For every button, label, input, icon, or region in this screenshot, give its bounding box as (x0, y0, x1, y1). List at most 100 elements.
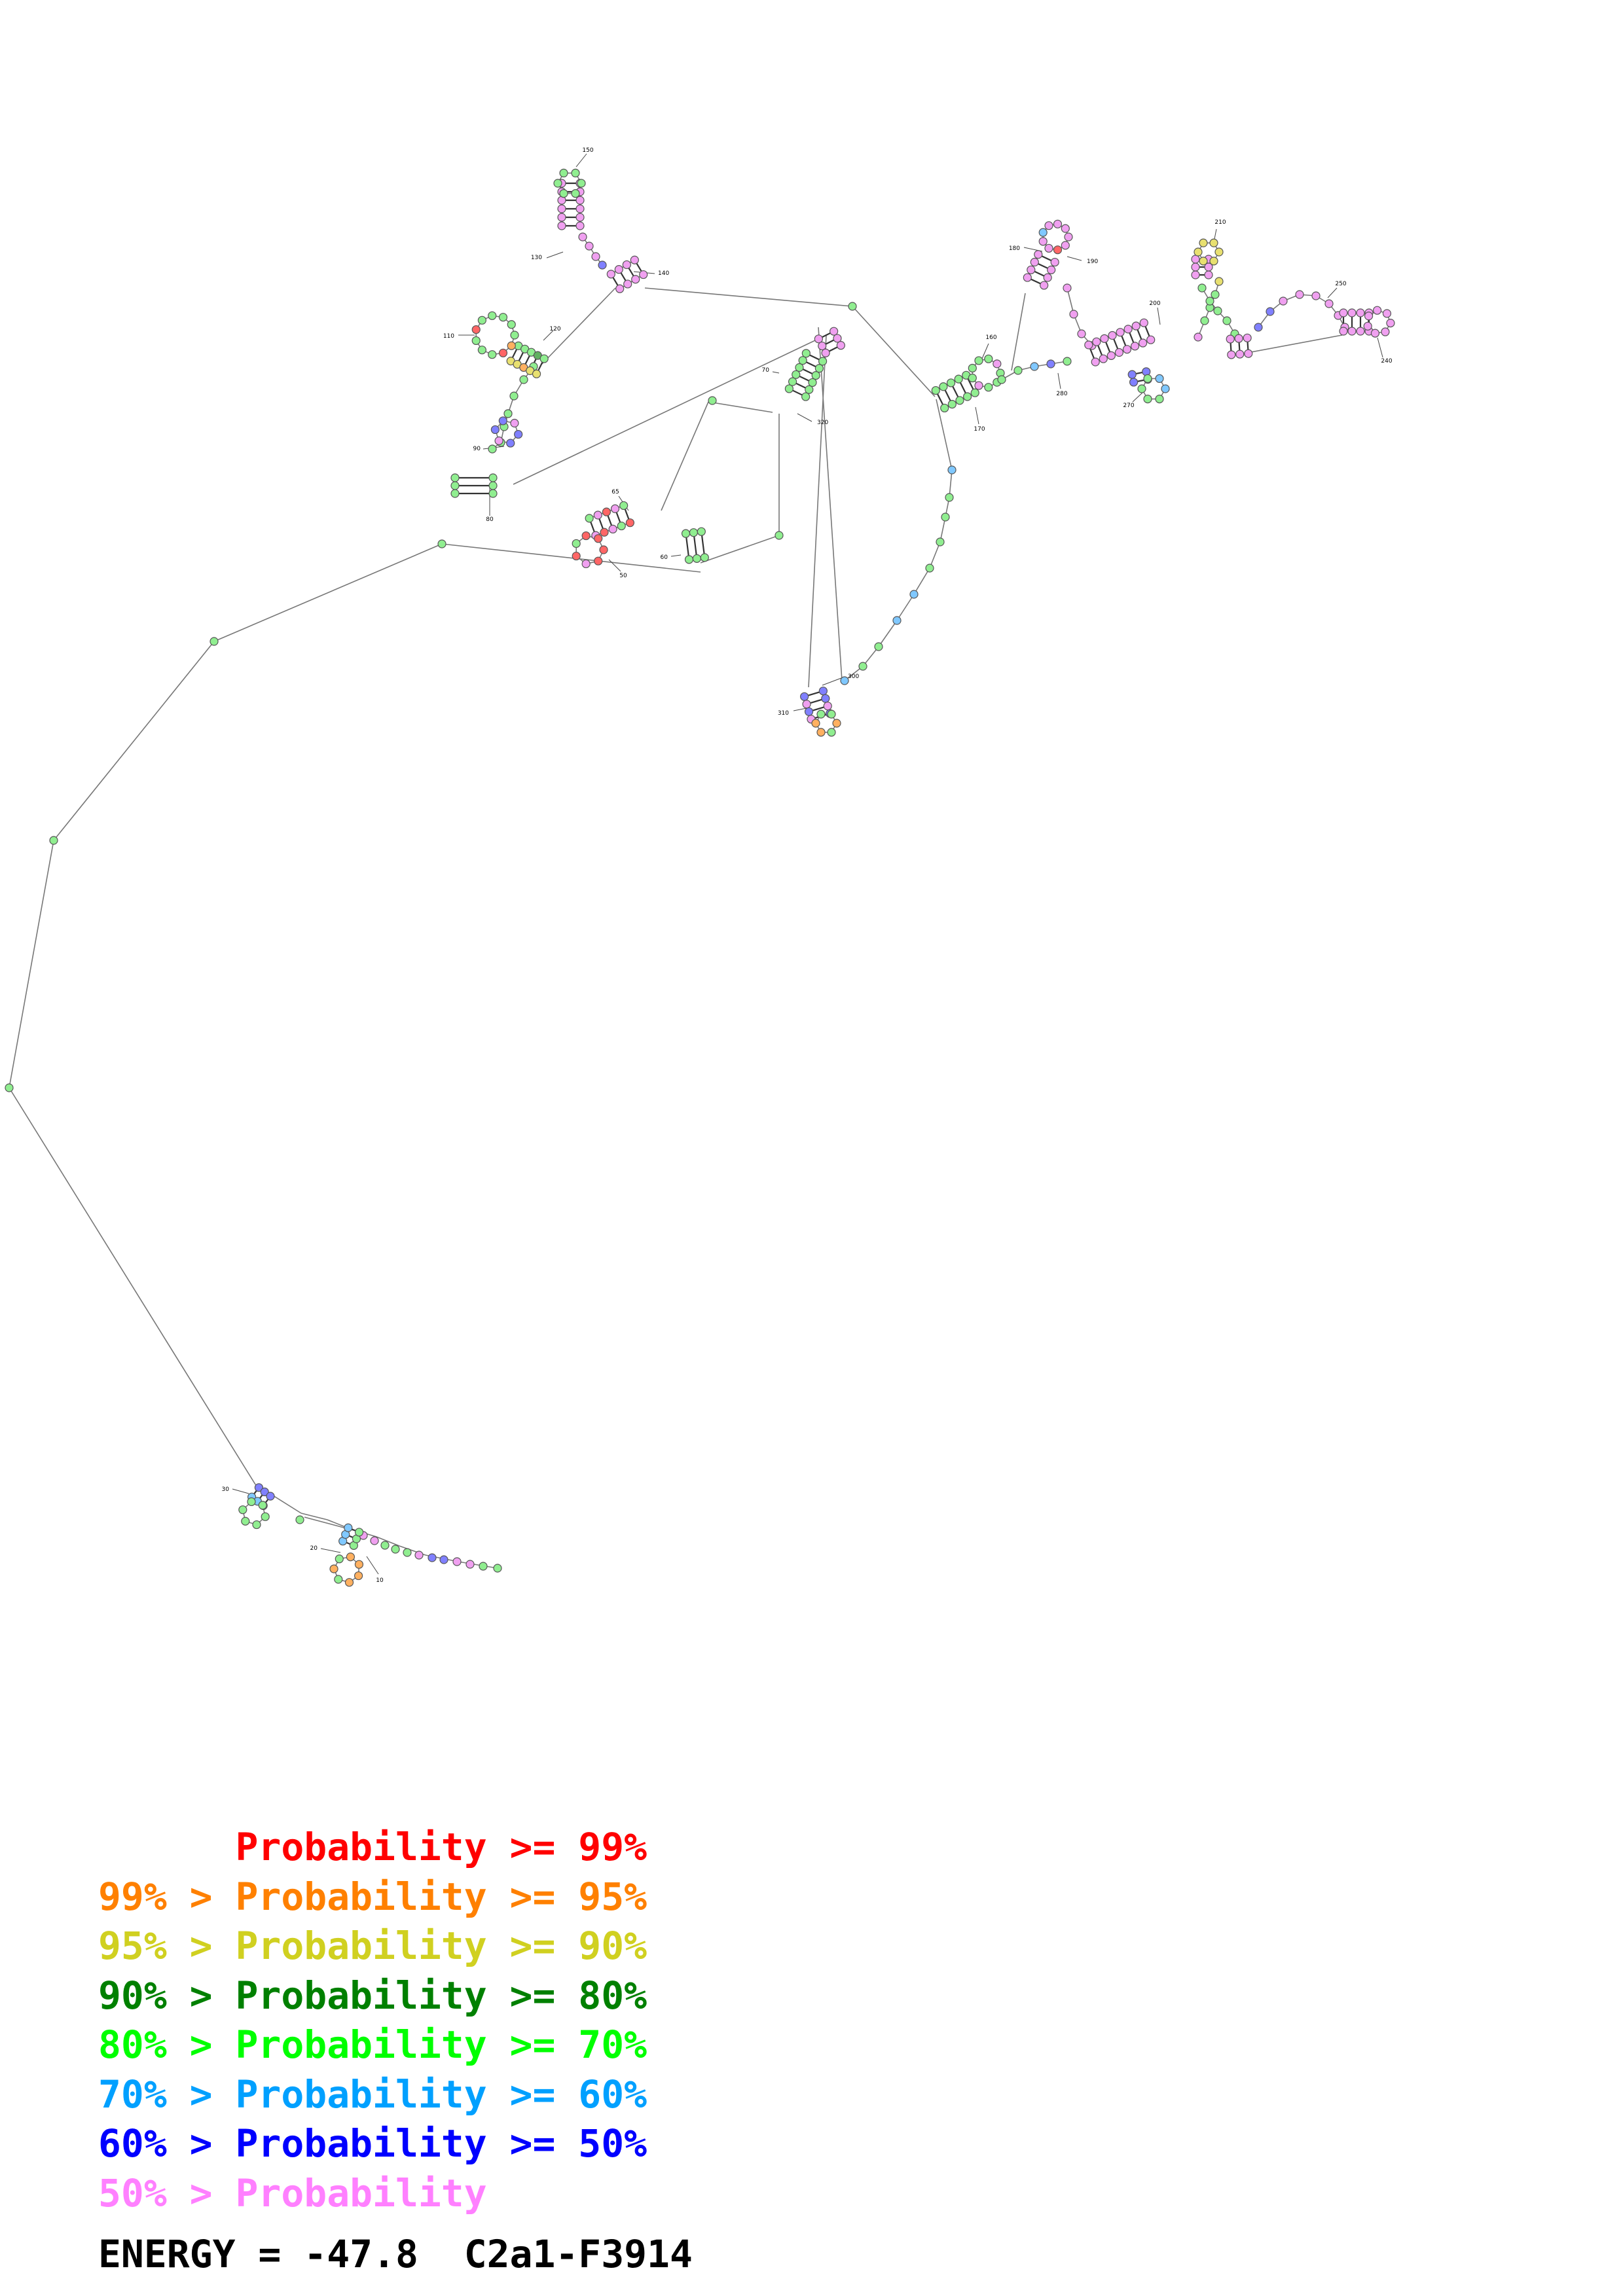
nucleotide (238, 1505, 247, 1515)
nucleotide (488, 481, 498, 490)
legend-row: 70% > Probability >= 60% (98, 2070, 647, 2120)
nucleotide (519, 375, 528, 384)
nucleotide (874, 642, 883, 651)
nucleotide (816, 728, 826, 737)
nucleotide (840, 676, 849, 685)
nucleotide (335, 1554, 344, 1564)
nucleotide (801, 349, 811, 358)
nucleotide (936, 537, 945, 547)
nucleotide (858, 662, 867, 671)
nucleotide (1108, 331, 1117, 340)
nucleotide (814, 334, 823, 344)
nucleotide (572, 551, 581, 561)
label-tick (366, 1556, 379, 1575)
nucleotide (577, 179, 586, 188)
backbone-segment (1243, 334, 1343, 354)
nucleotide (700, 553, 709, 562)
nucleotide (346, 1552, 355, 1562)
nucleotide (1063, 357, 1072, 366)
base-pair-bond (701, 531, 706, 558)
nucleotide (557, 204, 566, 213)
nucleotide (477, 346, 486, 355)
label-tick (822, 677, 842, 686)
position-label: 250 (1335, 281, 1346, 287)
nucleotide (507, 341, 516, 350)
nucleotide (585, 242, 594, 251)
position-label: 130 (531, 255, 542, 261)
nucleotide (997, 375, 1006, 384)
nucleotide (821, 348, 830, 357)
nucleotide (5, 1083, 14, 1092)
nucleotide (471, 336, 481, 346)
legend-row: 90% > Probability >= 80% (98, 1971, 647, 2021)
nucleotide (962, 392, 972, 401)
nucleotide (1370, 329, 1380, 338)
legend-row-text: Probability >= 60% (235, 2072, 647, 2117)
nucleotide (1209, 257, 1218, 266)
nucleotide (334, 1575, 343, 1584)
nucleotide (1356, 308, 1365, 317)
position-label: 320 (817, 420, 828, 426)
nucleotide (572, 539, 581, 548)
nucleotide (498, 313, 508, 322)
nucleotide (622, 260, 631, 270)
nucleotide (557, 221, 566, 230)
nucleotide (488, 444, 497, 454)
base-pair-bond (693, 532, 698, 559)
nucleotide (1044, 221, 1053, 230)
label-tick (320, 1548, 341, 1553)
backbone-segment (644, 287, 853, 307)
position-label: 280 (1056, 391, 1067, 397)
nucleotide (241, 1516, 250, 1526)
position-label: 60 (661, 554, 668, 561)
nucleotide (1130, 342, 1140, 351)
nucleotide (428, 1553, 437, 1562)
nucleotide (1123, 325, 1133, 334)
nucleotide (247, 1497, 256, 1507)
nucleotide (827, 728, 836, 737)
position-label: 110 (443, 333, 454, 340)
backbone-segment (1011, 293, 1026, 371)
nucleotide (1050, 257, 1059, 267)
position-label: 70 (762, 367, 770, 374)
nucleotide (1226, 334, 1235, 344)
nucleotide (506, 439, 515, 448)
nucleotide (1386, 319, 1395, 328)
nucleotide (1155, 394, 1164, 404)
backbone-segment (441, 543, 701, 573)
label-tick (1057, 372, 1061, 389)
nucleotide (1295, 290, 1304, 299)
base-pair-bond (685, 533, 690, 560)
nucleotide (993, 359, 1002, 368)
label-tick (608, 559, 621, 572)
nucleotide (594, 556, 603, 565)
position-label: 65 (611, 489, 619, 495)
nucleotide (1099, 354, 1108, 363)
label-tick (793, 708, 807, 711)
label-tick (1327, 287, 1338, 298)
nucleotide (818, 357, 828, 366)
nucleotide (941, 512, 950, 522)
nucleotide (559, 168, 568, 178)
nucleotide (1214, 277, 1224, 286)
backbone-segment (913, 567, 930, 595)
nucleotide (1106, 351, 1116, 360)
nucleotide (1194, 247, 1203, 257)
nucleotide (775, 531, 784, 540)
position-labels: 20 10 30 80 90 110 120 150 130 140 50 65 60 70 320 300 3… (222, 147, 1393, 1584)
nucleotide (848, 302, 857, 311)
probability-legend: Probability >= 99% 99% > Probability >= 9… (98, 1823, 647, 2218)
nucleotide (1211, 290, 1220, 299)
nucleotide (1155, 374, 1164, 384)
backbone-segment (818, 327, 843, 681)
label-tick (1067, 256, 1082, 261)
nucleotide (354, 1571, 363, 1581)
nucleotide (1053, 219, 1063, 228)
nucleotide (970, 388, 979, 397)
nucleotide (581, 559, 591, 569)
legend-row-prefix: 99% > (98, 1874, 236, 1919)
nucleotide (532, 369, 541, 378)
energy-label: ENERGY = -47.8 C2a1-F3914 (98, 2232, 693, 2276)
nucleotide (823, 702, 832, 711)
nucleotide (509, 391, 519, 401)
